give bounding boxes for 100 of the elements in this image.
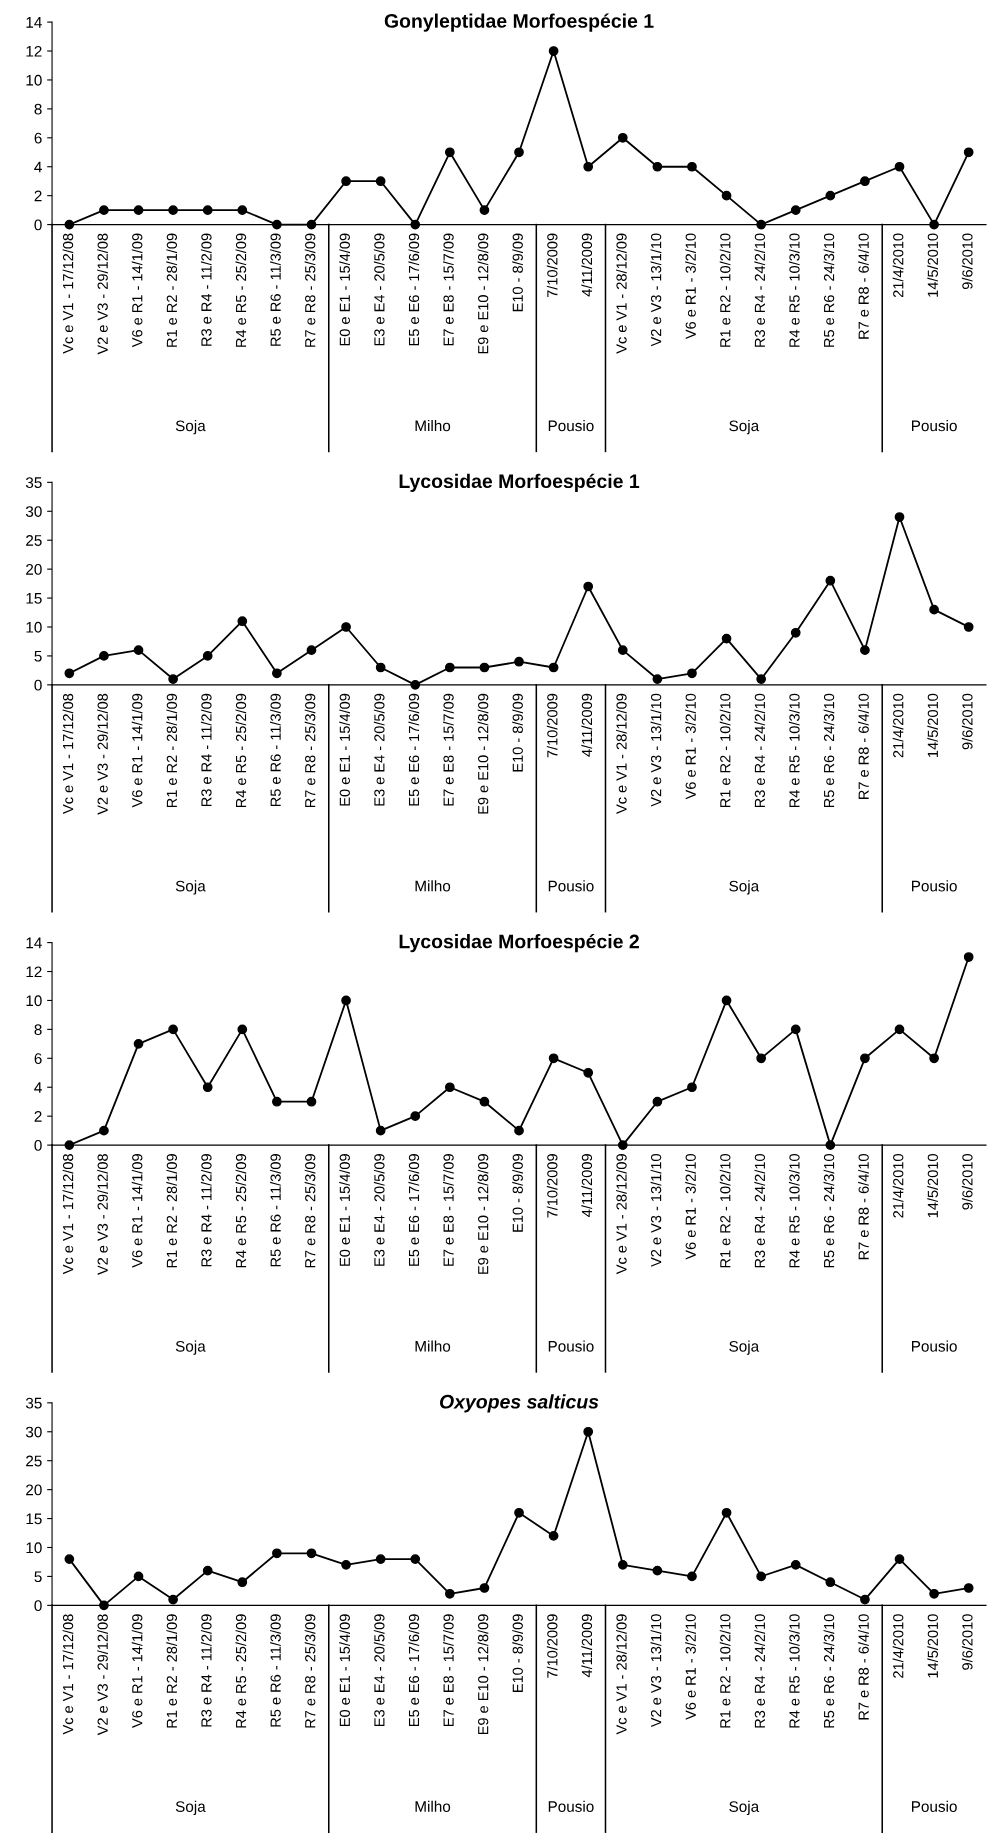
y-tick-label: 20 xyxy=(26,1484,42,1496)
point xyxy=(825,575,836,586)
x-tick-label: R4 e R5 - 10/3/10 xyxy=(788,1614,800,1728)
point xyxy=(272,1548,282,1559)
point xyxy=(479,205,490,215)
point xyxy=(929,1588,939,1599)
x-tick-label: E5 e E6 - 17/6/09 xyxy=(408,1154,420,1266)
point xyxy=(272,219,282,230)
point xyxy=(617,132,628,143)
y-tick-label: 2 xyxy=(34,190,42,202)
x-tick-label: 21/4/2010 xyxy=(892,1614,904,1678)
x-tick-label: R7 e R8 - 25/3/09 xyxy=(304,1154,316,1268)
x-tick-label: E5 e E6 - 17/6/09 xyxy=(408,1614,420,1726)
y-tick-label: 0 xyxy=(34,219,42,231)
text: Pousio xyxy=(912,1800,957,1812)
x-tick-label: Vc e V1 - 28/12/09 xyxy=(615,1614,627,1735)
x-tick-label: R7 e R8 - 25/3/09 xyxy=(304,233,316,347)
text: Soja xyxy=(175,1800,206,1815)
y-tick-label: 8 xyxy=(34,1024,42,1036)
point xyxy=(64,219,75,230)
x-tick-label: Vc e V1 - 17/12/08 xyxy=(62,693,74,814)
x-tick-label: R5 e R6 - 11/3/09 xyxy=(270,1614,281,1727)
point xyxy=(583,581,594,592)
point xyxy=(583,1067,594,1078)
point xyxy=(479,662,490,673)
text: Soja xyxy=(729,1340,760,1355)
x-tick-label: E3 e E4 - 20/5/09 xyxy=(373,233,385,346)
y-tick-label: 35 xyxy=(25,477,42,489)
point xyxy=(963,1583,974,1593)
x-tick-label: R4 e R5 - 10/3/10 xyxy=(788,1154,800,1268)
point xyxy=(790,1559,801,1570)
x-tick-label: R3 e R4 - 11/2/09 xyxy=(200,693,212,807)
point xyxy=(514,1507,524,1518)
y-tick-label: 20 xyxy=(26,564,42,575)
point xyxy=(202,651,213,661)
x-tick-label: V2 e V3 - 29/12/08 xyxy=(97,693,108,815)
point xyxy=(617,1559,628,1570)
y-tick-label: 5 xyxy=(34,650,42,662)
x-tick-label: R5 e R6 - 11/3/09 xyxy=(270,693,281,807)
point xyxy=(479,1096,490,1107)
y-tick-label: 0 xyxy=(34,1139,42,1151)
y-tick-label: 35 xyxy=(25,1397,42,1409)
x-tick-label: V2 e V3 - 29/12/08 xyxy=(97,1614,108,1736)
point xyxy=(721,995,732,1006)
text: Soja xyxy=(729,419,760,435)
point xyxy=(687,668,697,679)
point xyxy=(963,622,974,632)
x-tick-label: 9/6/2010 xyxy=(961,1614,973,1670)
point xyxy=(790,627,801,638)
x-tick-label: E9 e E10 - 12/8/09 xyxy=(477,233,489,354)
point xyxy=(894,1024,905,1035)
point xyxy=(825,190,836,201)
x-tick-label: E7 e E8 - 15/7/09 xyxy=(443,233,454,346)
point xyxy=(99,651,109,661)
y-tick-label: 8 xyxy=(34,103,42,115)
x-tick-label: V6 e R1 - 14/1/09 xyxy=(131,233,143,348)
x-tick-label: E10 - 8/9/09 xyxy=(512,1614,523,1692)
x-tick-label: E10 - 8/9/09 xyxy=(512,233,523,312)
y-tick-label: 6 xyxy=(34,1053,42,1064)
point xyxy=(617,645,628,655)
x-tick-label: R1 e R2 - 10/2/10 xyxy=(719,1614,731,1728)
point xyxy=(929,1053,939,1064)
x-tick-label: R5 e R6 - 24/3/10 xyxy=(823,233,835,347)
x-tick-label: E0 e E1 - 15/4/09 xyxy=(339,233,350,346)
y-tick-label: 14 xyxy=(26,17,42,28)
x-tick-label: R5 e R6 - 24/3/10 xyxy=(823,1154,835,1268)
x-tick-label: 14/5/2010 xyxy=(927,233,939,297)
x-tick-label: V2 e V3 - 13/1/10 xyxy=(650,693,662,807)
x-tick-label: V6 e R1 - 14/1/09 xyxy=(131,1154,143,1268)
point xyxy=(721,190,732,201)
y-tick-label: 4 xyxy=(34,161,42,173)
y-tick-label: 15 xyxy=(26,593,42,604)
x-tick-label: V6 e R1 - 14/1/09 xyxy=(131,1614,143,1728)
x-tick-label: V2 e V3 - 13/1/10 xyxy=(650,1154,662,1267)
point xyxy=(825,1577,836,1588)
y-tick-label: 25 xyxy=(26,1455,42,1467)
point xyxy=(687,1082,697,1093)
x-tick-label: 14/5/2010 xyxy=(927,1154,939,1218)
x-tick-label: R1 e R2 - 28/1/09 xyxy=(166,1154,178,1268)
text: Pousio xyxy=(912,880,957,892)
x-tick-label: R5 e R6 - 24/3/10 xyxy=(823,693,835,808)
point xyxy=(306,1548,317,1559)
point xyxy=(894,1554,905,1564)
point xyxy=(341,1559,351,1570)
point xyxy=(548,1053,559,1064)
x-tick-label: E3 e E4 - 20/5/09 xyxy=(373,1614,385,1726)
point xyxy=(860,1594,870,1605)
x-tick-label: 21/4/2010 xyxy=(892,693,904,758)
text: Milho xyxy=(415,1340,451,1352)
x-tick-label: R4 e R5 - 10/3/10 xyxy=(788,693,800,808)
x-tick-label: R5 e R6 - 24/3/10 xyxy=(823,1614,835,1728)
point xyxy=(306,1096,317,1107)
point xyxy=(133,205,144,215)
x-tick-label: V2 e V3 - 13/1/10 xyxy=(650,233,662,347)
point xyxy=(687,1571,697,1582)
text: Milho xyxy=(415,1800,451,1812)
x-tick-label: R1 e R2 - 28/1/09 xyxy=(166,233,178,347)
x-tick-label: 9/6/2010 xyxy=(961,693,973,750)
x-tick-label: R3 e R4 - 11/2/09 xyxy=(200,1614,212,1727)
text: Pousio xyxy=(548,1800,594,1812)
